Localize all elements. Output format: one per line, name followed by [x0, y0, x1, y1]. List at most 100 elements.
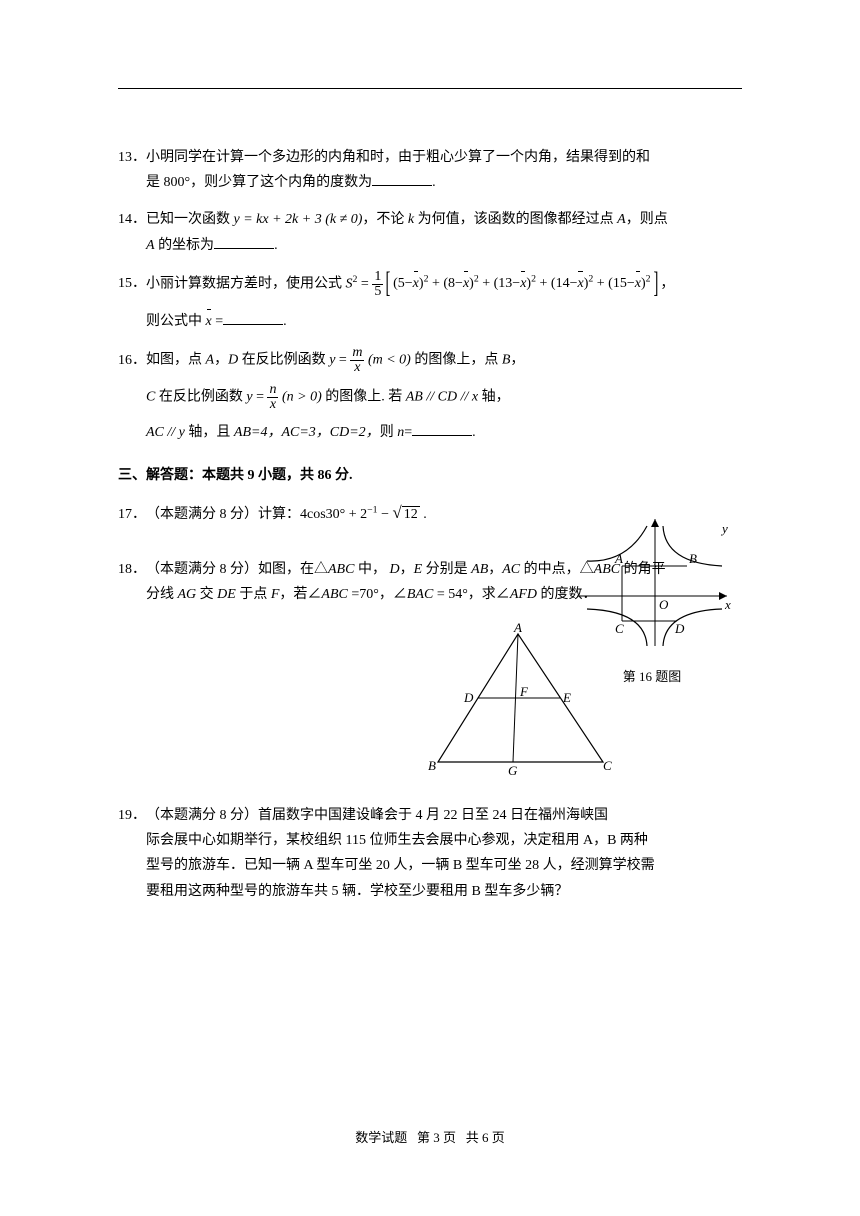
q16-f1d: x	[350, 361, 364, 375]
top-rule	[118, 88, 742, 89]
q13-blank	[372, 171, 432, 186]
q16-tg: 的图像上. 若	[322, 390, 406, 405]
q18-num: 18．	[118, 557, 146, 582]
q15-period: .	[283, 314, 287, 329]
q13-text-b: 是 800°，则少算了这个内角的度数为	[146, 175, 372, 190]
q18-D: D	[389, 562, 399, 577]
q16-blank	[412, 421, 472, 436]
q16-lbl-x: x	[724, 597, 731, 612]
q18-tk: = 54°，求∠	[433, 587, 510, 602]
q14-A2: A	[146, 238, 155, 253]
q13-num: 13．	[118, 145, 146, 170]
q16-f2n: n	[267, 383, 278, 398]
q15-t4: (15−	[608, 276, 635, 291]
q19-l1: 际会展中心如期举行，某校组织 115 位师生去会展中心参观，决定租用 A，B 两…	[146, 833, 648, 848]
q18-E: E	[414, 562, 423, 577]
q15-x2: x	[520, 271, 526, 296]
q18-tf: 分线	[146, 587, 178, 602]
q14-blank	[214, 234, 274, 249]
question-19: 19．（本题满分 8 分）首届数字中国建设峰会于 4 月 22 日至 24 日在…	[118, 803, 742, 904]
q19-num: 19．	[118, 803, 146, 828]
q18-a1: ABC	[321, 587, 347, 602]
q16-D: D	[228, 353, 238, 368]
q18-ti: ，若∠	[279, 587, 321, 602]
q16-lbl-B: B	[689, 551, 697, 566]
question-13: 13．小明同学在计算一个多边形的内角和时，由于粗心少算了一个内角，结果得到的和 …	[118, 145, 742, 195]
q15-comma: ，	[660, 276, 674, 291]
q16-td: 的图像上，点	[411, 353, 502, 368]
q18-tri: ABC	[328, 562, 354, 577]
q16-tj: 则	[380, 425, 398, 440]
q14-period: .	[274, 238, 278, 253]
q15-rbracket: ]	[653, 272, 658, 296]
q15-frac: 15	[372, 270, 383, 299]
q15-t3: (14−	[551, 276, 578, 291]
q18-s2: AC	[502, 562, 520, 577]
q15-x4: x	[635, 271, 641, 296]
q18-a3: AFD	[510, 587, 537, 602]
q16-f2d: x	[267, 398, 278, 412]
q17-sqrt: √12	[393, 498, 420, 528]
q19-l2: 型号的旅游车．已知一辆 A 型车可坐 20 人，一辆 B 型车可坐 28 人，经…	[146, 858, 655, 873]
q18-tg: 交	[196, 587, 217, 602]
q13-period: .	[432, 175, 436, 190]
q16-n: n	[397, 425, 404, 440]
q17-expr-b: −	[378, 507, 393, 522]
q16-cond1: (m < 0)	[368, 353, 411, 368]
page-footer: 数学试题 第 3 页 共 6 页	[0, 1127, 860, 1146]
q16-eq1: =	[335, 353, 350, 368]
q18-s3: AG	[178, 587, 197, 602]
q13-text-a: 小明同学在计算一个多边形的内角和时，由于粗心少算了一个内角，结果得到的和	[146, 150, 650, 165]
q18-s1: AB	[471, 562, 488, 577]
q15-S: S	[346, 276, 353, 291]
q15-t2: (13−	[494, 276, 521, 291]
q16-tf: 在反比例函数	[155, 390, 246, 405]
q16-figure: y x O A B C D 第 16 题图	[562, 511, 742, 689]
q18-ta: （本题满分 8 分）如图，在△	[146, 562, 328, 577]
q16-eq2: =	[253, 390, 268, 405]
q14-text-b: ，不论	[362, 212, 408, 227]
q16-lbl-D: D	[674, 621, 685, 636]
q15-t0: (5−	[393, 276, 413, 291]
q15-eq: =	[357, 276, 372, 291]
q16-tb: ，	[214, 353, 228, 368]
q16-frac2: nx	[267, 383, 278, 412]
footer-c: 共 6 页	[466, 1130, 505, 1145]
q17-period: .	[420, 507, 427, 522]
q16-th: 轴，	[478, 390, 510, 405]
q15-text-b: 则公式中	[146, 314, 202, 329]
svg-text:D: D	[463, 690, 474, 705]
q17-expr-a: 4cos30° + 2	[300, 507, 367, 522]
q15-frac-num: 1	[372, 270, 383, 285]
q15-eq2: =	[212, 314, 223, 329]
footer-b: 第 3 页	[417, 1130, 456, 1145]
q18-a2: BAC	[407, 587, 433, 602]
svg-text:E: E	[562, 690, 571, 705]
q18-tc: 分别是	[422, 562, 471, 577]
q19-l3: 要租用这两种型号的旅游车共 5 辆．学校至少要租用 B 型车多少辆？	[146, 884, 568, 899]
q16-abcd: AB // CD // x	[406, 390, 478, 405]
footer-a: 数学试题	[355, 1130, 407, 1145]
q16-caption: 第 16 题图	[562, 665, 742, 688]
q15-x1: x	[463, 271, 469, 296]
q16-A: A	[206, 353, 215, 368]
q15-lbracket: [	[386, 272, 391, 296]
q16-lbl-O: O	[659, 597, 669, 612]
q14-text-e: 的坐标为	[155, 238, 215, 253]
q16-text-a: 如图，点	[146, 353, 206, 368]
q18-tj: =70°，∠	[348, 587, 407, 602]
q15-x3: x	[577, 271, 583, 296]
svg-text:C: C	[603, 758, 612, 773]
svg-text:F: F	[519, 684, 529, 699]
q14-text-c: 为何值，该函数的图像都经过点	[414, 212, 617, 227]
svg-text:A: A	[513, 622, 522, 635]
q15-frac-den: 5	[372, 285, 383, 299]
q14-formula: y = kx + 2k + 3 (k ≠ 0)	[234, 212, 363, 227]
q15-num: 15．	[118, 271, 146, 296]
q17-radicand: 12	[402, 506, 420, 522]
q15-t1: (8−	[443, 276, 463, 291]
question-14: 14．已知一次函数 y = kx + 2k + 3 (k ≠ 0)，不论 k 为…	[118, 207, 742, 257]
q16-ti: 轴，且	[185, 425, 234, 440]
q19-l0: （本题满分 8 分）首届数字中国建设峰会于 4 月 22 日至 24 日在福州海…	[146, 808, 608, 823]
q16-num: 16．	[118, 348, 146, 373]
